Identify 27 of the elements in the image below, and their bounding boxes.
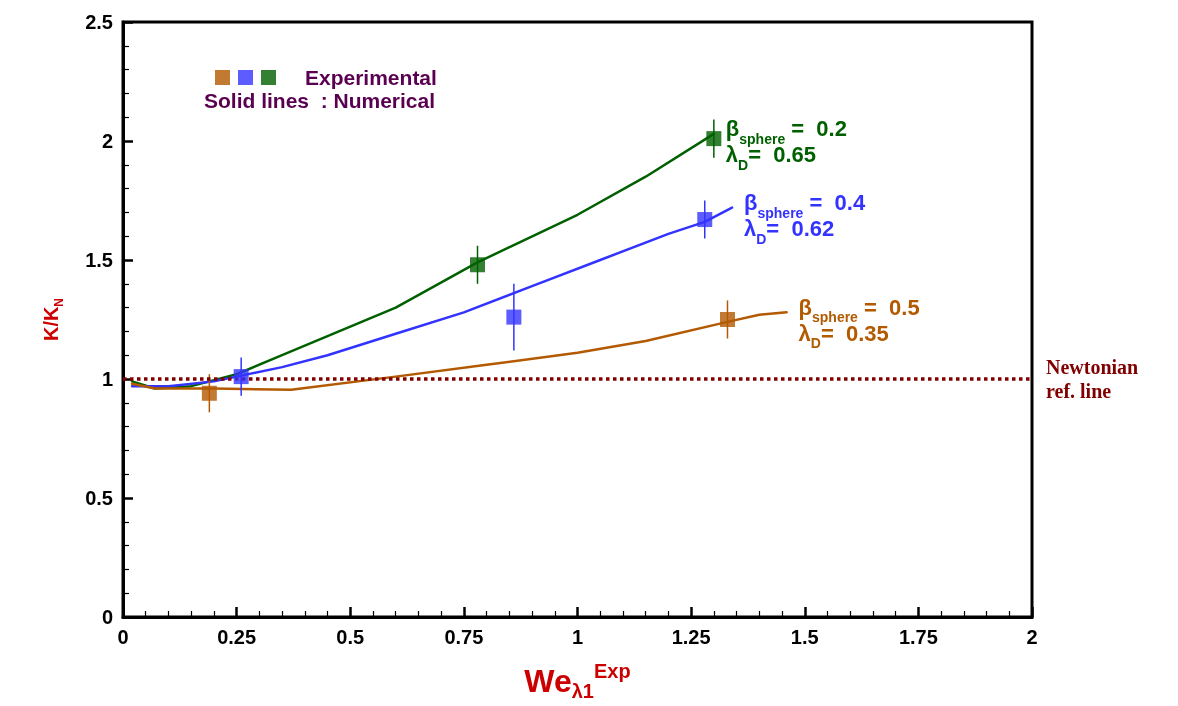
y-tick-label: 0 — [101, 606, 113, 628]
y-tick-label: 2 — [101, 130, 113, 152]
x-tick-label: 1.25 — [671, 626, 711, 648]
legend-label: Experimental — [305, 66, 437, 89]
y-tick-label: 0.5 — [85, 487, 113, 509]
y-tick-label: 1.5 — [85, 249, 113, 271]
x-tick-label: 0.5 — [336, 626, 365, 648]
line-series — [130, 206, 734, 388]
x-tick-label: 1.75 — [898, 626, 938, 648]
x-tick-label: 1.5 — [790, 626, 819, 648]
point — [706, 131, 722, 147]
point — [697, 212, 713, 228]
y-axis-title: K/KN — [40, 297, 66, 342]
x-tick-label: 0.75 — [444, 626, 484, 648]
y-tick-label: 1 — [101, 368, 113, 390]
point — [719, 312, 735, 327]
point — [470, 257, 486, 273]
point — [506, 309, 522, 325]
x-tick-label: 0 — [117, 626, 129, 648]
ref-line-label: Newtonian ref. line — [1046, 356, 1144, 402]
x-tick-label: 2 — [1026, 626, 1038, 648]
point — [201, 385, 217, 401]
x-tick-label: 0.25 — [217, 626, 257, 648]
x-tick-label: 1 — [571, 626, 584, 648]
y-tick-label: 2.5 — [85, 11, 113, 33]
annotation: Solid lines : Numerical — [204, 89, 436, 112]
point — [233, 369, 249, 385]
